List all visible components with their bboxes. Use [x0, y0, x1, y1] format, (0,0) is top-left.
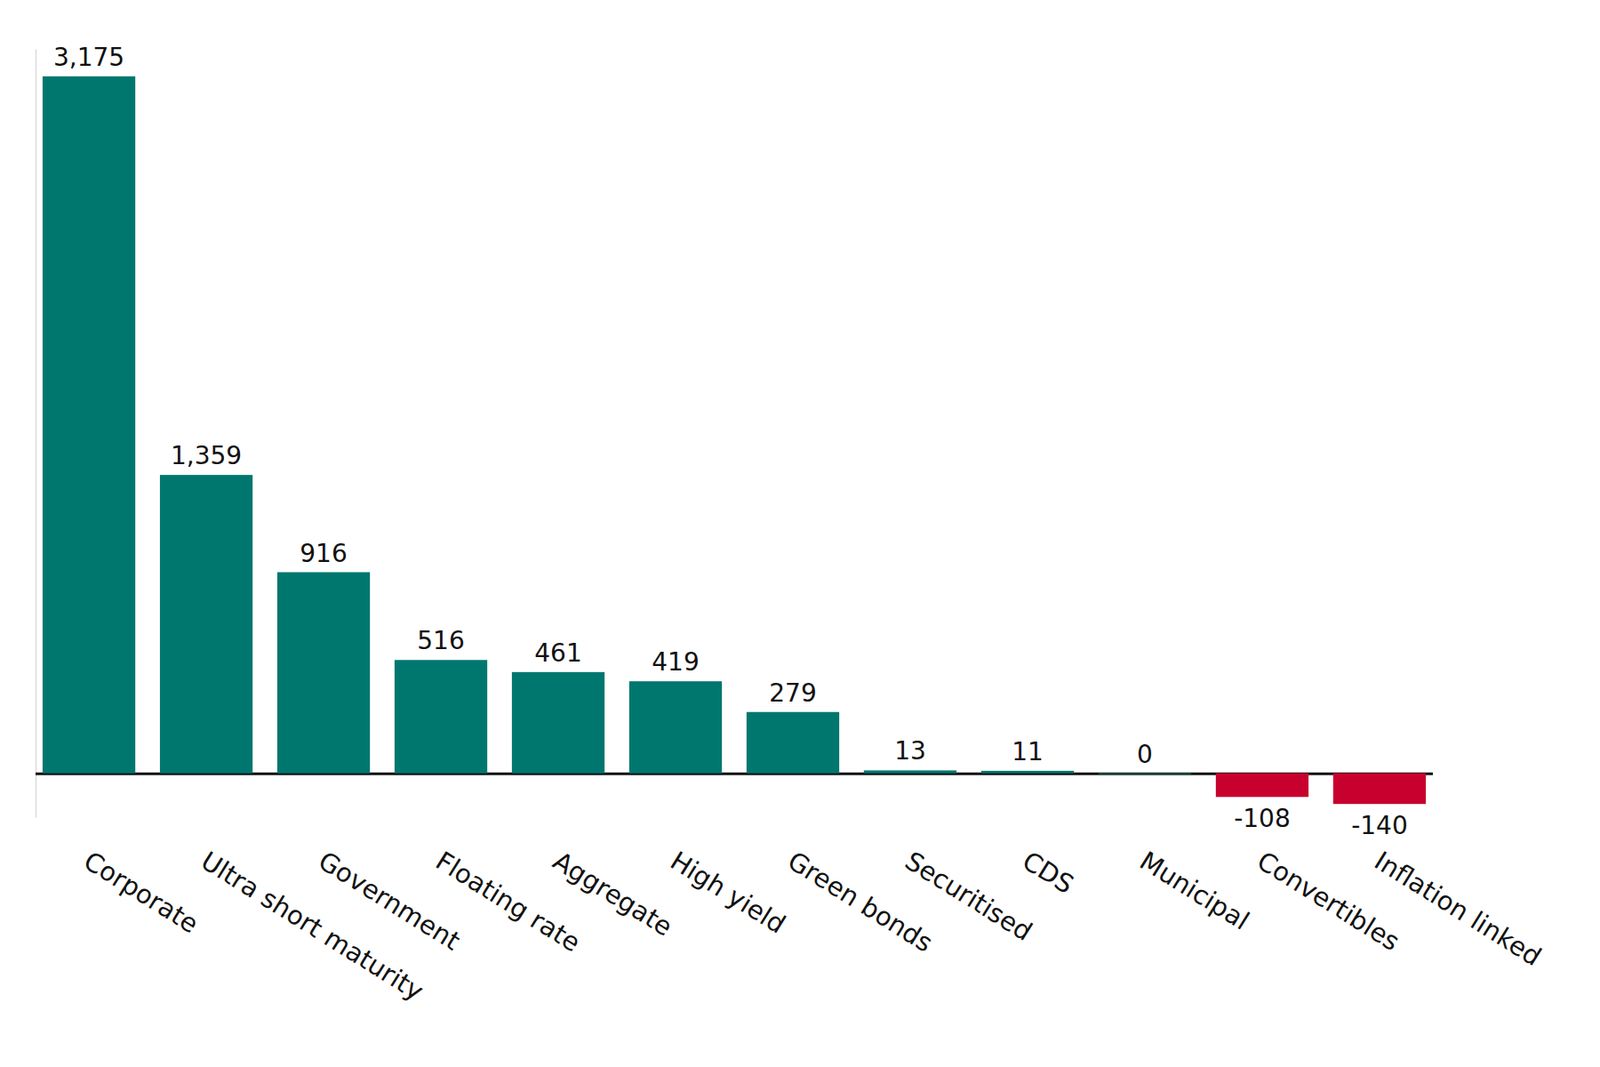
bar [864, 769, 957, 773]
bar [394, 659, 488, 773]
x-tick-label: CDS [1016, 845, 1080, 900]
bar [1216, 773, 1309, 798]
data-label: -108 [1233, 803, 1291, 833]
y-axis-line [35, 49, 37, 818]
data-label: 419 [651, 647, 699, 677]
bar [1098, 773, 1192, 775]
data-label: 916 [299, 538, 347, 568]
bar [629, 680, 722, 773]
x-tick-label: High yield [664, 845, 791, 940]
x-tick: Municipal [1134, 773, 1255, 936]
data-label: 1,359 [170, 440, 242, 471]
y-axis [35, 49, 1433, 818]
x-tick: Corporate [78, 773, 204, 940]
x-tick: High yield [664, 773, 791, 940]
x-tick: CDS [1016, 773, 1080, 900]
data-label: 3,175 [53, 42, 125, 72]
x-tick-label: Corporate [78, 845, 204, 940]
x-tick-label: Inflation linked [1368, 845, 1547, 972]
x-tick-label: Securitised [899, 845, 1038, 947]
data-label: 461 [534, 638, 582, 668]
bar [42, 76, 136, 774]
bar [512, 672, 605, 774]
x-tick-label: Ultra short maturity [195, 845, 429, 1007]
data-label: 279 [768, 678, 816, 708]
data-label: 11 [1011, 736, 1044, 767]
bar [981, 770, 1074, 774]
data-label: -140 [1351, 810, 1408, 840]
data-label: 516 [416, 625, 464, 656]
data-labels: 3,175 1,359 916 516 461 419 279 13 11 0 -108 -140 [53, 42, 1408, 840]
bar [160, 474, 253, 773]
bar [277, 572, 370, 774]
x-tick: Inflation linked [1368, 773, 1547, 972]
x-tick: Aggregate [547, 773, 678, 943]
bar [1333, 773, 1426, 805]
x-tick: Securitised [899, 773, 1038, 947]
x-tick-label: Municipal [1134, 845, 1255, 936]
data-label: 0 [1136, 739, 1153, 769]
x-axis: CorporateUltra short maturityGovernmentF… [78, 773, 1547, 1007]
x-tick-label: Aggregate [547, 845, 678, 943]
bar [746, 712, 840, 774]
data-label: 13 [894, 736, 927, 766]
bars [42, 76, 1426, 804]
chart: 3,1751,35991651646141927913110-108-140Co… [0, 0, 1600, 1067]
